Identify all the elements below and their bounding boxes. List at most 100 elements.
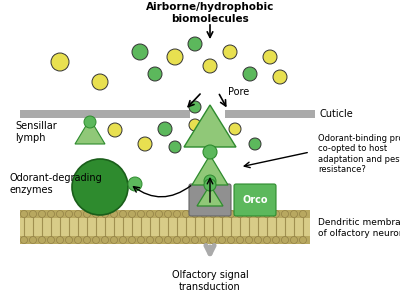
Circle shape — [254, 237, 262, 244]
Circle shape — [169, 141, 181, 153]
Circle shape — [132, 44, 148, 60]
Text: Orco: Orco — [242, 195, 268, 205]
Circle shape — [228, 211, 234, 218]
Circle shape — [92, 211, 100, 218]
Circle shape — [146, 237, 154, 244]
Circle shape — [120, 237, 126, 244]
Circle shape — [30, 211, 36, 218]
Polygon shape — [192, 155, 228, 185]
Circle shape — [48, 211, 54, 218]
Circle shape — [167, 49, 183, 65]
Circle shape — [254, 211, 262, 218]
Circle shape — [38, 211, 46, 218]
Circle shape — [138, 137, 152, 151]
Polygon shape — [197, 185, 223, 206]
Circle shape — [38, 237, 46, 244]
Circle shape — [189, 101, 201, 113]
Circle shape — [192, 211, 198, 218]
Text: Odorant-degrading
enzymes: Odorant-degrading enzymes — [10, 173, 103, 195]
Circle shape — [272, 211, 280, 218]
Circle shape — [174, 211, 180, 218]
Circle shape — [210, 237, 216, 244]
Circle shape — [20, 211, 28, 218]
FancyBboxPatch shape — [20, 110, 190, 118]
Circle shape — [264, 237, 270, 244]
Circle shape — [51, 53, 69, 71]
Circle shape — [246, 237, 252, 244]
Circle shape — [264, 211, 270, 218]
Circle shape — [56, 237, 64, 244]
FancyBboxPatch shape — [20, 210, 310, 244]
Circle shape — [243, 67, 257, 81]
Circle shape — [110, 211, 118, 218]
Circle shape — [209, 131, 221, 143]
Circle shape — [72, 159, 128, 215]
Circle shape — [203, 59, 217, 73]
Text: Pore: Pore — [228, 87, 249, 97]
Circle shape — [102, 237, 108, 244]
Circle shape — [156, 211, 162, 218]
Circle shape — [272, 237, 280, 244]
Circle shape — [282, 237, 288, 244]
FancyBboxPatch shape — [225, 110, 315, 118]
Circle shape — [203, 145, 217, 159]
Circle shape — [300, 237, 306, 244]
Circle shape — [204, 179, 216, 191]
Circle shape — [218, 237, 226, 244]
Text: Dendritic membrane
of olfactory neuron: Dendritic membrane of olfactory neuron — [318, 218, 400, 238]
Text: Cuticle: Cuticle — [320, 109, 354, 119]
Circle shape — [246, 211, 252, 218]
Circle shape — [128, 177, 142, 191]
Circle shape — [218, 211, 226, 218]
Circle shape — [30, 237, 36, 244]
Circle shape — [182, 237, 190, 244]
Circle shape — [156, 237, 162, 244]
Circle shape — [92, 237, 100, 244]
Text: Odorant-binding protein
co-opted to host
adaptation and pesticide
resistance?: Odorant-binding protein co-opted to host… — [318, 134, 400, 174]
Circle shape — [300, 211, 306, 218]
Circle shape — [282, 211, 288, 218]
Circle shape — [189, 119, 201, 131]
Circle shape — [249, 138, 261, 150]
Circle shape — [290, 237, 298, 244]
Circle shape — [236, 237, 244, 244]
Circle shape — [128, 211, 136, 218]
Circle shape — [66, 211, 72, 218]
Circle shape — [182, 211, 190, 218]
Circle shape — [192, 237, 198, 244]
Text: Airborne/hydrophobic
biomolecules: Airborne/hydrophobic biomolecules — [146, 2, 274, 24]
Circle shape — [148, 67, 162, 81]
Circle shape — [84, 211, 90, 218]
Text: Olfactory signal
transduction: Olfactory signal transduction — [172, 270, 248, 292]
Circle shape — [108, 123, 122, 137]
Circle shape — [158, 122, 172, 136]
Circle shape — [174, 237, 180, 244]
Circle shape — [84, 237, 90, 244]
Circle shape — [74, 211, 82, 218]
Circle shape — [204, 175, 216, 187]
Circle shape — [200, 237, 208, 244]
Circle shape — [120, 211, 126, 218]
Circle shape — [138, 211, 144, 218]
Circle shape — [48, 237, 54, 244]
Circle shape — [290, 211, 298, 218]
Circle shape — [210, 211, 216, 218]
Circle shape — [229, 123, 241, 135]
Text: OR: OR — [202, 195, 218, 205]
Circle shape — [228, 237, 234, 244]
Circle shape — [146, 211, 154, 218]
Circle shape — [273, 70, 287, 84]
Circle shape — [102, 211, 108, 218]
Circle shape — [164, 211, 172, 218]
Circle shape — [164, 237, 172, 244]
Circle shape — [223, 45, 237, 59]
Circle shape — [92, 74, 108, 90]
Circle shape — [74, 237, 82, 244]
Text: Sensillar
lymph: Sensillar lymph — [15, 121, 57, 143]
Polygon shape — [184, 105, 236, 147]
FancyBboxPatch shape — [234, 184, 276, 216]
Circle shape — [110, 237, 118, 244]
Circle shape — [138, 237, 144, 244]
Polygon shape — [75, 119, 105, 144]
FancyBboxPatch shape — [20, 218, 310, 236]
